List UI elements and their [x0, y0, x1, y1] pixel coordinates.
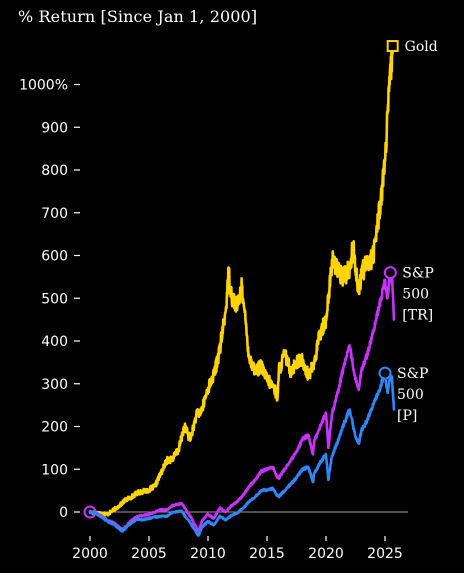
series-label-s-p-500-tr: [TR] — [402, 308, 433, 324]
y-tick-label: 100 — [41, 462, 68, 478]
x-tick-label: 2005 — [131, 546, 167, 562]
y-tick-label: 500 — [41, 291, 68, 307]
series-label-s-p-500-p: 500 — [397, 387, 424, 403]
series-end-marker-s-p-500-tr — [383, 266, 397, 280]
y-tick-label: 200 — [41, 420, 68, 436]
x-tick-label: 2010 — [190, 546, 226, 562]
y-tick-label: 0 — [59, 505, 68, 521]
series-line-gold — [88, 42, 394, 517]
series-label-s-p-500-tr: S&P — [402, 266, 433, 282]
series-line-s-p-500-tr — [88, 270, 396, 533]
series-line-s-p-500-p — [88, 371, 396, 537]
y-tick-label: 900 — [41, 120, 68, 136]
x-tick-label: 2015 — [249, 546, 285, 562]
x-tick-label: 2025 — [367, 546, 403, 562]
series-label-gold: Gold — [405, 39, 438, 55]
x-tick-label: 2000 — [72, 546, 108, 562]
series-label-s-p-500-tr: 500 — [402, 287, 429, 303]
y-tick-label: 1000% — [19, 78, 68, 94]
series-label-s-p-500-p: S&P — [397, 366, 428, 382]
y-tick-label: 700 — [41, 206, 68, 222]
series-label-s-p-500-p: [P] — [397, 408, 417, 424]
y-tick-label: 600 — [41, 249, 68, 265]
chart-title: % Return [Since Jan 1, 2000] — [18, 7, 258, 26]
series-end-marker-s-p-500-p — [378, 366, 392, 380]
y-tick-label: 400 — [41, 334, 68, 350]
x-tick-label: 2020 — [308, 546, 344, 562]
series-end-marker-gold — [386, 40, 399, 53]
y-tick-label: 800 — [41, 163, 68, 179]
y-tick-label: 300 — [41, 377, 68, 393]
